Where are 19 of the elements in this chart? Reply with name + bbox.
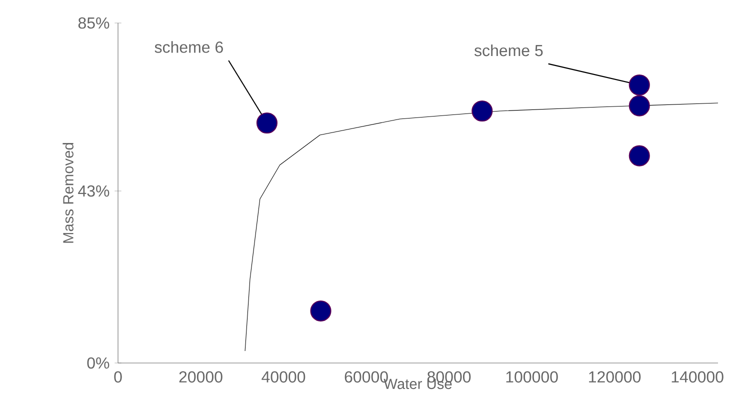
annotation: scheme 5 <box>474 44 543 56</box>
y-tick-label: 0% <box>87 357 110 369</box>
annotation: scheme 6 <box>154 41 223 53</box>
x-tick-label: 20000 <box>179 371 222 383</box>
point <box>310 300 332 322</box>
point <box>628 74 650 96</box>
point <box>256 112 278 134</box>
y-tick-label: 85% <box>78 17 110 29</box>
x-tick-label: 140000 <box>672 371 724 383</box>
x-tick-label: 40000 <box>262 371 306 383</box>
point <box>628 145 650 166</box>
point <box>472 100 493 122</box>
x-tick-label: 0 <box>114 371 122 383</box>
y-tick-label: 43% <box>78 185 110 197</box>
x-tick-label: 120000 <box>589 371 641 383</box>
y-axis-title: Mass Removed <box>62 143 74 243</box>
x-tick-label: 100000 <box>506 371 558 383</box>
point <box>628 95 650 116</box>
line-series <box>244 102 718 352</box>
